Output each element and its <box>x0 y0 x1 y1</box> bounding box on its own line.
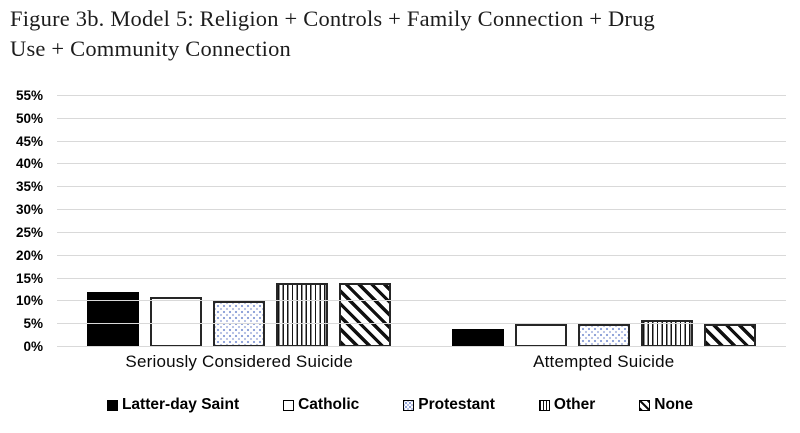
y-axis: 0% 5% 10% 15% 20% 25% 30% 35% 40% 45% 50% 55% <box>0 89 49 354</box>
gridline <box>57 277 786 279</box>
x-axis: Seriously Considered Suicide Attempted Su… <box>57 352 786 372</box>
y-tick-label: 35% <box>15 179 43 195</box>
bar-groups <box>57 96 786 347</box>
legend-item: Catholic <box>283 396 359 414</box>
legend-swatch-vlines-icon <box>538 399 550 411</box>
y-tick-label: 0% <box>23 339 43 354</box>
legend-label: Protestant <box>418 396 495 413</box>
bar-catholic <box>514 324 567 347</box>
bar-none <box>703 324 756 347</box>
legend-label: Latter-day Saint <box>121 396 240 413</box>
bar-group <box>57 96 422 347</box>
legend-swatch-diag-icon <box>639 399 651 411</box>
gridline <box>57 346 786 347</box>
gridline <box>57 117 786 119</box>
bar-other <box>640 319 693 347</box>
gridline <box>57 254 786 256</box>
plot-area <box>57 95 786 347</box>
legend-item: Protestant <box>403 396 495 414</box>
bar-catholic <box>150 296 203 347</box>
y-tick-label: 25% <box>15 224 43 240</box>
legend-swatch-dots-icon <box>403 399 415 411</box>
figure-title: Figure 3b. Model 5: Religion + Controls … <box>10 4 795 64</box>
legend-swatch-solid-icon <box>106 399 118 411</box>
legend-item: None <box>639 396 693 414</box>
figure-title-line1: Figure 3b. Model 5: Religion + Controls … <box>10 6 655 31</box>
gridline <box>57 231 786 233</box>
bar-protestant <box>213 301 266 347</box>
y-tick-label: 5% <box>23 316 43 332</box>
legend-item: Latter-day Saint <box>106 396 240 414</box>
gridline <box>57 163 786 165</box>
y-tick-label: 40% <box>15 156 43 172</box>
legend-item: Other <box>538 396 596 414</box>
y-tick-label: 45% <box>15 133 43 149</box>
y-tick-label: 30% <box>15 202 43 218</box>
bar-group <box>422 96 787 347</box>
gridline <box>57 300 786 302</box>
legend-swatch-plain-icon <box>283 399 295 411</box>
category-label: Seriously Considered Suicide <box>125 352 354 371</box>
legend-label: Other <box>553 396 596 413</box>
bar-latter-day-saint <box>451 328 504 347</box>
legend-label: None <box>654 396 694 413</box>
y-tick-label: 15% <box>15 270 43 286</box>
gridline <box>57 186 786 188</box>
bar-other <box>276 283 329 347</box>
bar-none <box>339 283 392 347</box>
y-tick-label: 10% <box>15 293 43 309</box>
y-tick-label: 20% <box>15 247 43 263</box>
figure-title-line2: Use + Community Connection <box>10 36 292 61</box>
y-tick-label: 55% <box>15 88 43 103</box>
legend: Latter-day Saint Catholic Protestant Other N… <box>0 396 800 414</box>
gridline <box>57 323 786 325</box>
legend-label: Catholic <box>298 396 360 413</box>
bar-latter-day-saint <box>87 292 140 347</box>
category-label: Attempted Suicide <box>533 352 675 371</box>
bar-protestant <box>577 324 630 347</box>
gridline <box>57 209 786 211</box>
gridline <box>57 140 786 142</box>
gridline <box>57 95 786 96</box>
y-tick-label: 50% <box>15 110 43 126</box>
